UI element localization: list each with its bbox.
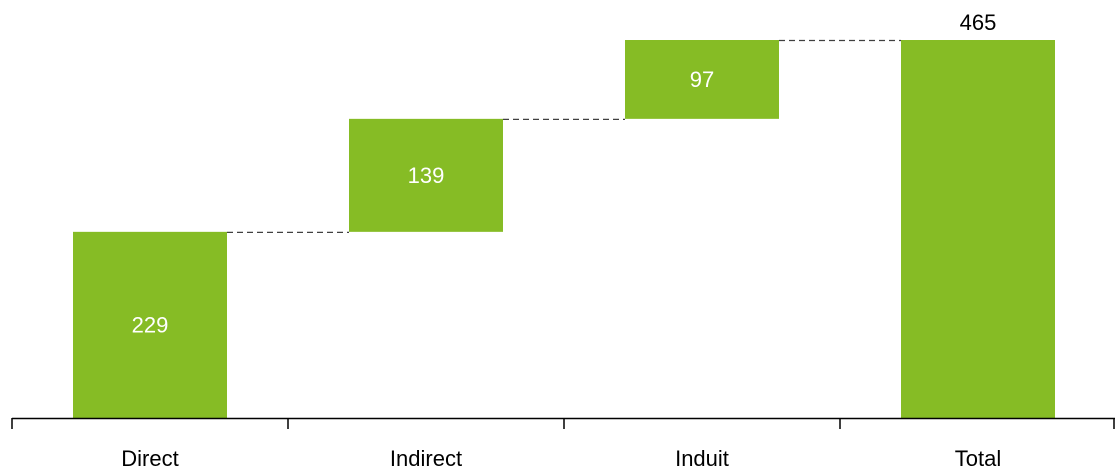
- category-labels: Direct Indirect Induit Total: [121, 446, 1001, 471]
- connector-lines: [227, 39, 901, 233]
- category-label-indirect: Indirect: [390, 446, 462, 471]
- data-label-direct: 229: [132, 312, 169, 337]
- data-label-indirect: 139: [408, 163, 445, 188]
- data-label-total: 465: [960, 10, 997, 35]
- bar-indirect: [349, 118, 503, 232]
- bar-induit: [625, 40, 779, 119]
- bar-direct: [73, 231, 227, 418]
- category-label-direct: Direct: [121, 446, 178, 471]
- bars: [73, 40, 1055, 418]
- data-labels: 229 139 97 465: [132, 10, 997, 337]
- bar-total: [901, 40, 1055, 418]
- x-axis: [11, 417, 1115, 429]
- data-label-induit: 97: [690, 67, 714, 92]
- category-label-total: Total: [955, 446, 1001, 471]
- category-label-induit: Induit: [675, 446, 729, 471]
